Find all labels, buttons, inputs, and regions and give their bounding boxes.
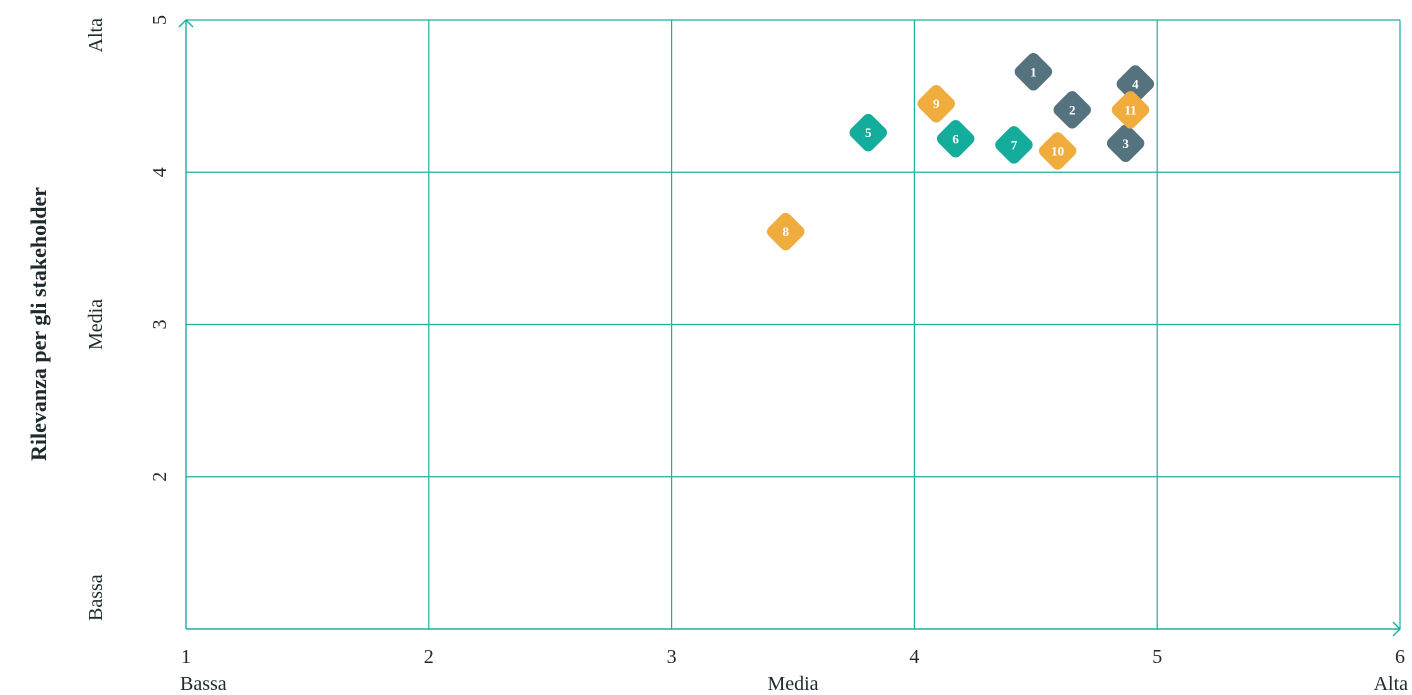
- data-points: 1 2 3 4 5 6 7 8 9 10 11: [766, 53, 1155, 251]
- x-category-labels: Bassa Media Alta: [180, 673, 1408, 695]
- y-tick-label: 4: [149, 167, 171, 177]
- y-category-label: Media: [85, 299, 107, 350]
- x-tick-label: 5: [1152, 646, 1162, 668]
- x-axis-arrow-icon: [1392, 621, 1401, 637]
- data-point-marker: [766, 212, 805, 251]
- data-point-5: 5: [849, 113, 887, 152]
- data-point-label: 7: [1011, 137, 1018, 152]
- data-point-label: 5: [865, 125, 872, 140]
- data-point-6: 6: [936, 120, 975, 158]
- axes: [178, 19, 1401, 637]
- data-point-label: 9: [933, 96, 940, 111]
- y-category-labels: Bassa Media Alta: [85, 18, 107, 621]
- data-point-label: 10: [1051, 143, 1064, 158]
- y-category-label: Alta: [85, 18, 107, 53]
- data-point-3: 3: [1106, 124, 1145, 163]
- data-point-label: 6: [952, 131, 959, 146]
- data-point-label: 1: [1030, 64, 1037, 79]
- data-point-1: 1: [1014, 53, 1053, 91]
- data-point-10: 10: [1038, 132, 1077, 170]
- x-tick-label: 2: [424, 646, 434, 668]
- data-point-marker: [849, 113, 887, 152]
- x-category-label: Media: [767, 673, 818, 695]
- y-tick-label: 5: [149, 15, 171, 25]
- data-point-label: 2: [1069, 102, 1076, 117]
- data-point-marker: [1053, 91, 1091, 129]
- x-tick-label: 4: [909, 646, 919, 668]
- data-point-2: 2: [1053, 91, 1091, 129]
- x-tick-labels: 1 2 3 4 5 6: [181, 646, 1405, 668]
- data-point-marker: [1014, 53, 1053, 91]
- data-point-marker: [936, 120, 975, 158]
- y-axis-label: Rilevanza per gli stakeholder: [26, 187, 51, 461]
- data-point-8: 8: [766, 212, 805, 251]
- data-point-marker: [917, 85, 955, 123]
- x-tick-label: 1: [181, 646, 191, 668]
- data-point-7: 7: [995, 126, 1033, 164]
- y-tick-label: 3: [149, 320, 171, 330]
- data-point-label: 8: [782, 224, 789, 239]
- data-point-label: 4: [1132, 76, 1139, 91]
- y-category-label: Bassa: [85, 574, 107, 621]
- data-point-marker: [995, 126, 1033, 164]
- data-point-label: 3: [1122, 136, 1129, 151]
- y-axis-arrow-icon: [178, 19, 194, 28]
- y-tick-labels: 2 3 4 5: [149, 15, 171, 482]
- data-point-label: 11: [1124, 102, 1136, 117]
- x-category-label: Alta: [1374, 673, 1409, 695]
- data-point-11: 11: [1111, 91, 1150, 129]
- x-tick-label: 6: [1395, 646, 1405, 668]
- data-point-marker: [1106, 124, 1145, 163]
- data-point-marker: [1111, 91, 1150, 129]
- x-tick-label: 3: [667, 646, 677, 668]
- y-tick-label: 2: [149, 472, 171, 482]
- data-point-9: 9: [917, 85, 955, 123]
- grid: [186, 19, 1401, 629]
- x-category-label: Bassa: [180, 673, 227, 695]
- data-point-marker: [1038, 132, 1077, 170]
